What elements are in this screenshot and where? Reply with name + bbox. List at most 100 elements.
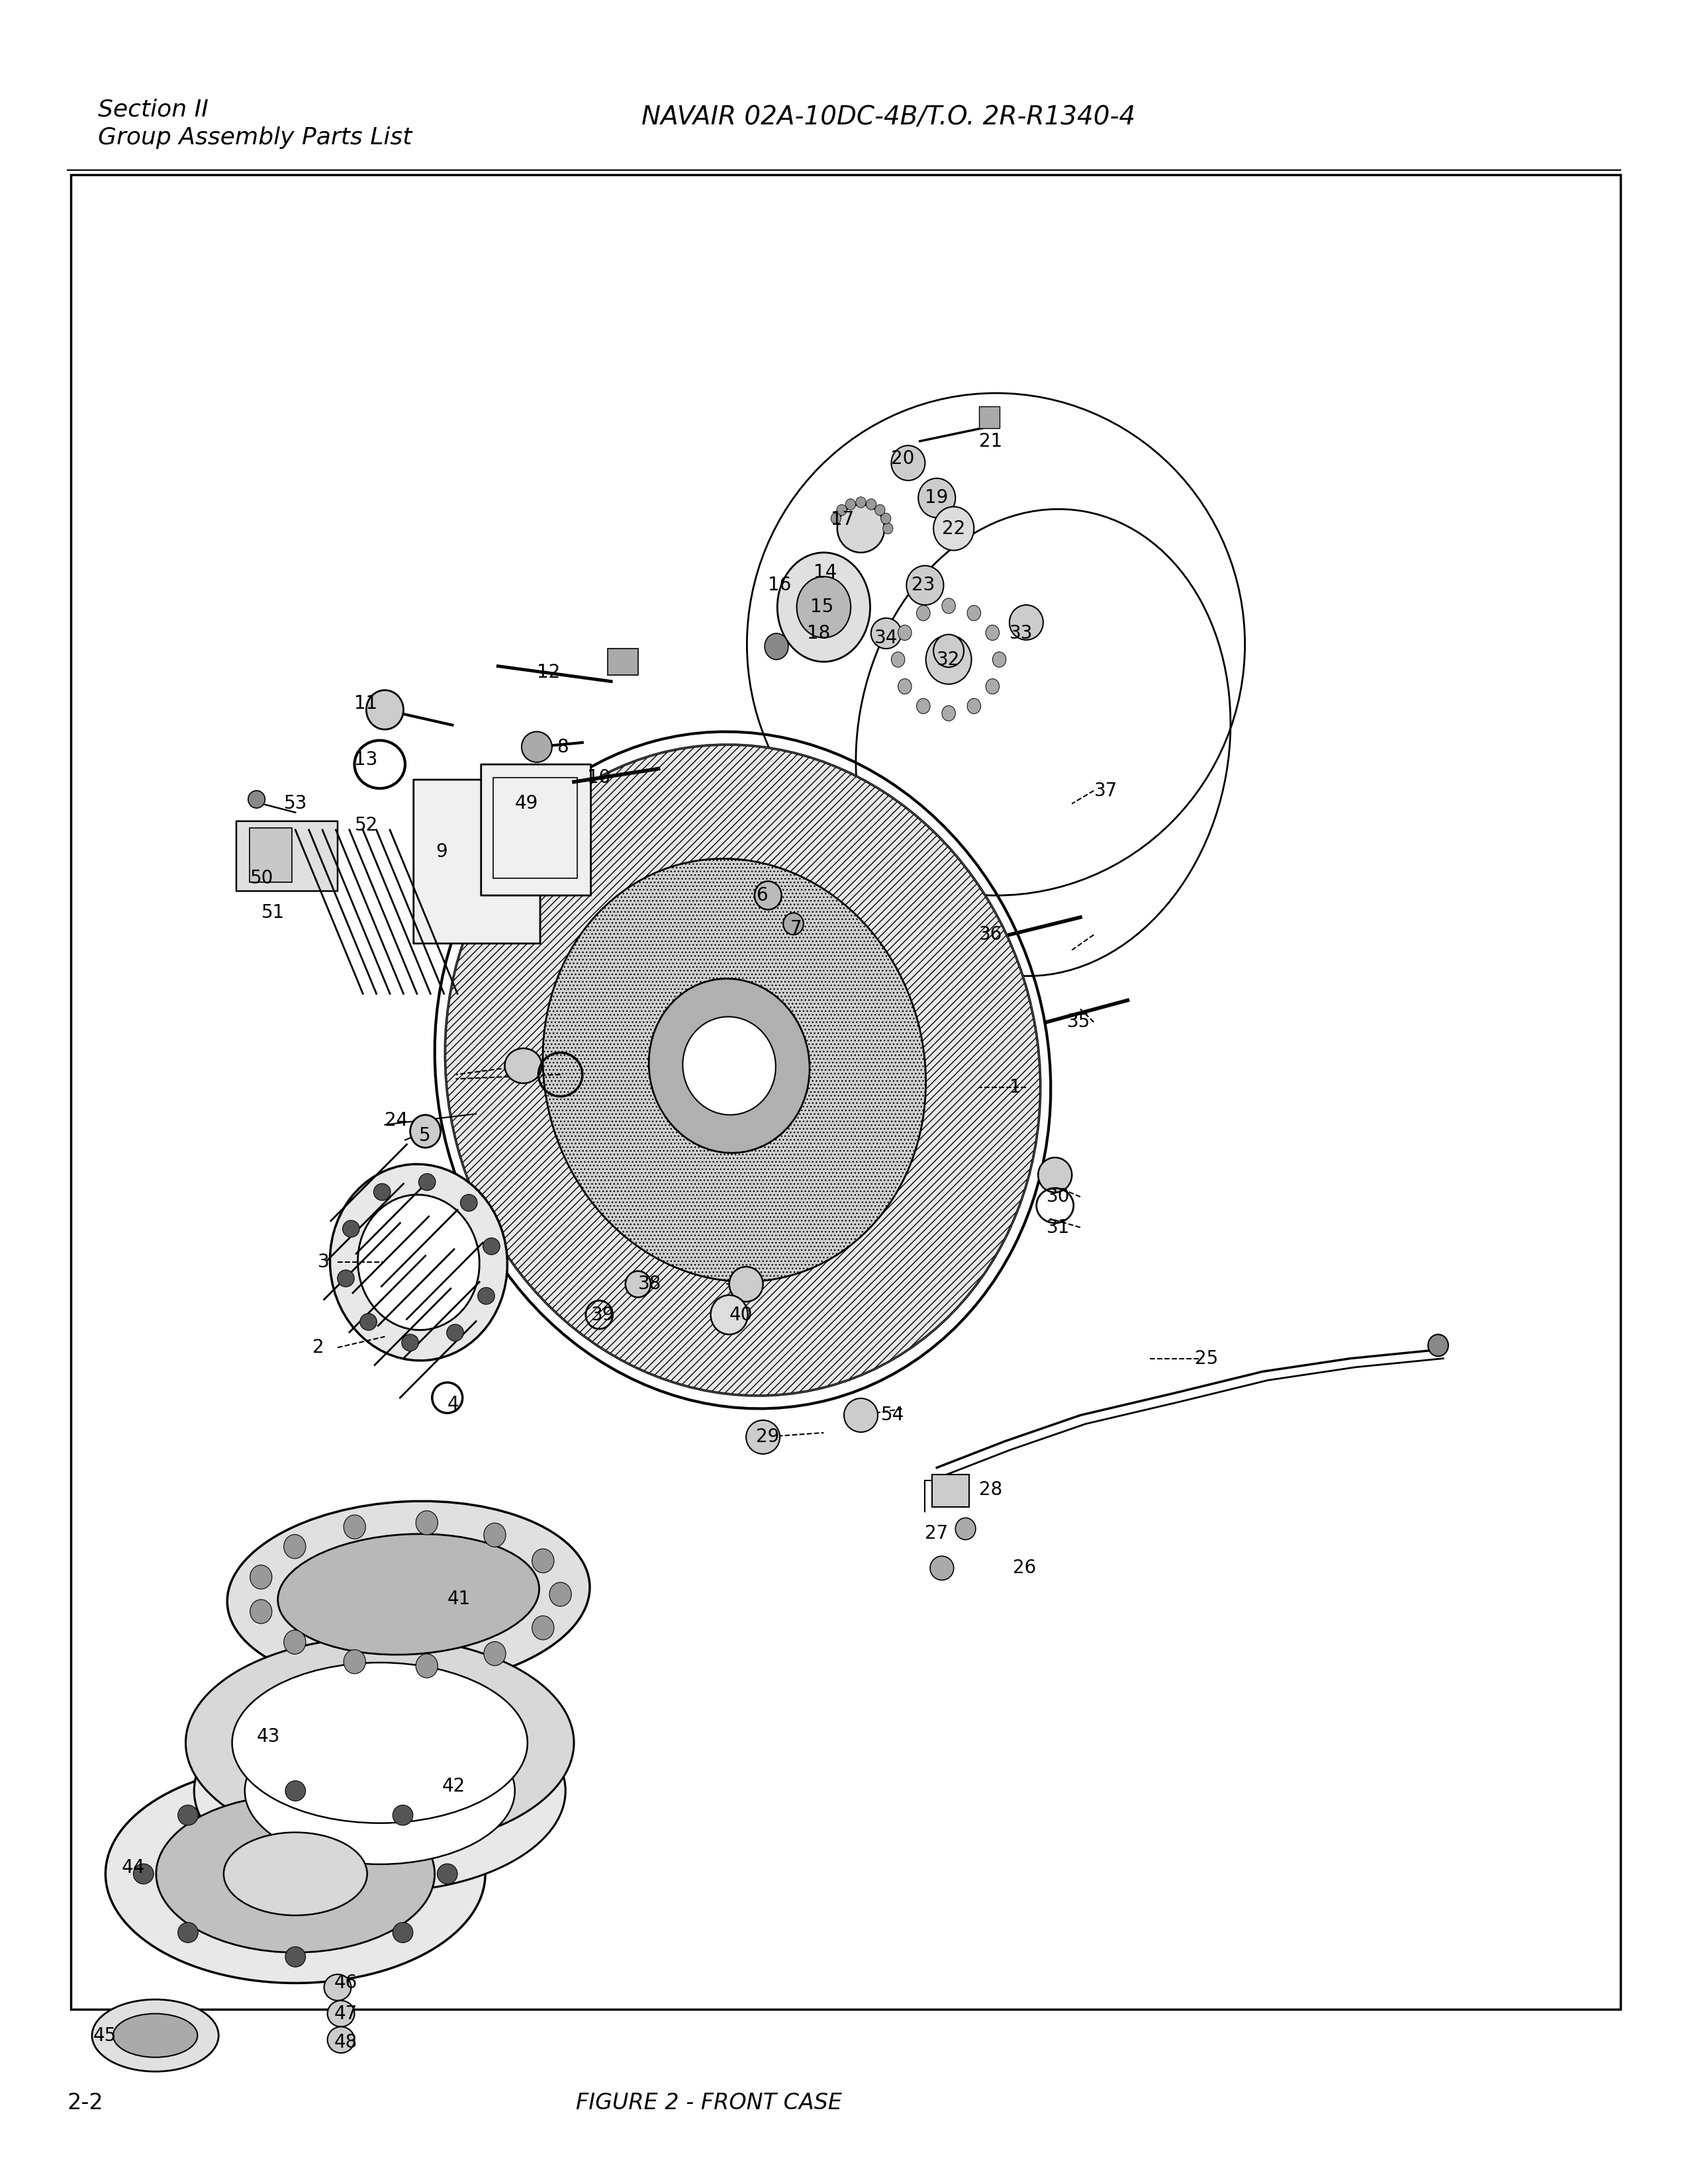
- Text: NAVAIR 02A-10DC-4B/T.O. 2R-R1340-4: NAVAIR 02A-10DC-4B/T.O. 2R-R1340-4: [641, 105, 1136, 131]
- Text: 33: 33: [1009, 625, 1033, 642]
- Ellipse shape: [967, 605, 981, 620]
- Ellipse shape: [250, 1566, 272, 1590]
- Ellipse shape: [917, 699, 930, 714]
- Ellipse shape: [625, 1271, 650, 1297]
- Text: 37: 37: [1094, 782, 1117, 799]
- Ellipse shape: [231, 1662, 527, 1824]
- Text: 53: 53: [284, 795, 307, 812]
- Ellipse shape: [358, 1195, 479, 1330]
- Text: 15: 15: [810, 598, 834, 616]
- Ellipse shape: [933, 633, 964, 668]
- Circle shape: [285, 1946, 306, 1968]
- Ellipse shape: [993, 653, 1006, 668]
- Text: 30: 30: [1047, 1188, 1070, 1206]
- Ellipse shape: [837, 505, 847, 515]
- Text: Group Assembly Parts List: Group Assembly Parts List: [98, 127, 412, 149]
- Circle shape: [177, 1804, 197, 1826]
- Text: 32: 32: [937, 651, 960, 668]
- Text: 4: 4: [447, 1396, 459, 1413]
- Text: 22: 22: [942, 520, 966, 537]
- Text: 54: 54: [881, 1406, 905, 1424]
- Ellipse shape: [986, 625, 999, 640]
- Ellipse shape: [194, 1690, 565, 1891]
- Ellipse shape: [279, 1533, 538, 1655]
- Text: 6: 6: [756, 887, 768, 904]
- Ellipse shape: [918, 478, 955, 518]
- Ellipse shape: [783, 913, 803, 935]
- Text: 8: 8: [557, 738, 569, 756]
- Ellipse shape: [711, 1295, 748, 1334]
- Ellipse shape: [549, 1581, 571, 1605]
- Ellipse shape: [891, 653, 905, 668]
- Ellipse shape: [532, 1616, 554, 1640]
- Text: 46: 46: [334, 1974, 358, 1992]
- Circle shape: [478, 1289, 495, 1304]
- Text: 48: 48: [334, 2033, 358, 2051]
- Text: 38: 38: [638, 1275, 662, 1293]
- Bar: [608, 649, 638, 675]
- Ellipse shape: [1038, 1158, 1072, 1192]
- Ellipse shape: [755, 880, 782, 909]
- Text: 41: 41: [447, 1590, 471, 1607]
- Text: 45: 45: [93, 2027, 116, 2044]
- Text: FIGURE 2 - FRONT CASE: FIGURE 2 - FRONT CASE: [576, 2092, 842, 2114]
- FancyBboxPatch shape: [481, 764, 591, 895]
- Text: 1: 1: [1009, 1079, 1021, 1096]
- Circle shape: [393, 1804, 414, 1826]
- Ellipse shape: [228, 1500, 589, 1688]
- Circle shape: [746, 1420, 780, 1455]
- Text: 40: 40: [729, 1306, 753, 1324]
- Text: Section II: Section II: [98, 98, 208, 120]
- Ellipse shape: [366, 690, 403, 729]
- Circle shape: [844, 1398, 878, 1433]
- Ellipse shape: [91, 2001, 219, 2070]
- Text: 50: 50: [250, 869, 273, 887]
- Ellipse shape: [955, 1518, 976, 1540]
- Text: 16: 16: [768, 577, 792, 594]
- Text: 5: 5: [419, 1127, 430, 1144]
- Ellipse shape: [544, 858, 925, 1282]
- Text: 49: 49: [515, 795, 538, 812]
- Ellipse shape: [906, 566, 944, 605]
- Text: 14: 14: [814, 563, 837, 581]
- Text: 17: 17: [830, 511, 854, 529]
- Ellipse shape: [746, 393, 1244, 895]
- Text: 52: 52: [354, 817, 378, 834]
- Text: 34: 34: [874, 629, 898, 646]
- Bar: [979, 406, 999, 428]
- Text: 23: 23: [912, 577, 935, 594]
- Text: 20: 20: [891, 450, 915, 467]
- Ellipse shape: [942, 705, 955, 721]
- Ellipse shape: [446, 745, 1040, 1396]
- Ellipse shape: [484, 1642, 506, 1666]
- Text: 3: 3: [317, 1254, 329, 1271]
- Ellipse shape: [415, 1653, 437, 1677]
- Ellipse shape: [856, 498, 866, 509]
- Ellipse shape: [245, 1717, 515, 1865]
- Text: 9: 9: [436, 843, 447, 860]
- Text: 42: 42: [442, 1778, 466, 1795]
- Text: 12: 12: [537, 664, 560, 681]
- Ellipse shape: [797, 577, 851, 638]
- Circle shape: [393, 1922, 414, 1944]
- Text: 27: 27: [925, 1524, 949, 1542]
- Text: 18: 18: [807, 625, 830, 642]
- Text: 28: 28: [979, 1481, 1003, 1498]
- Ellipse shape: [942, 598, 955, 614]
- Ellipse shape: [532, 1548, 554, 1572]
- Text: 47: 47: [334, 2005, 358, 2022]
- Ellipse shape: [917, 605, 930, 620]
- Text: 13: 13: [354, 751, 378, 769]
- Text: 2-2: 2-2: [68, 2092, 103, 2114]
- Text: 35: 35: [1067, 1013, 1090, 1031]
- Ellipse shape: [410, 1114, 441, 1149]
- Text: 7: 7: [790, 919, 802, 937]
- Ellipse shape: [898, 625, 912, 640]
- Ellipse shape: [327, 2027, 354, 2053]
- Ellipse shape: [1428, 1334, 1448, 1356]
- Ellipse shape: [776, 553, 871, 662]
- Ellipse shape: [883, 522, 893, 533]
- Circle shape: [360, 1313, 376, 1330]
- Ellipse shape: [484, 1522, 506, 1546]
- Ellipse shape: [866, 498, 876, 509]
